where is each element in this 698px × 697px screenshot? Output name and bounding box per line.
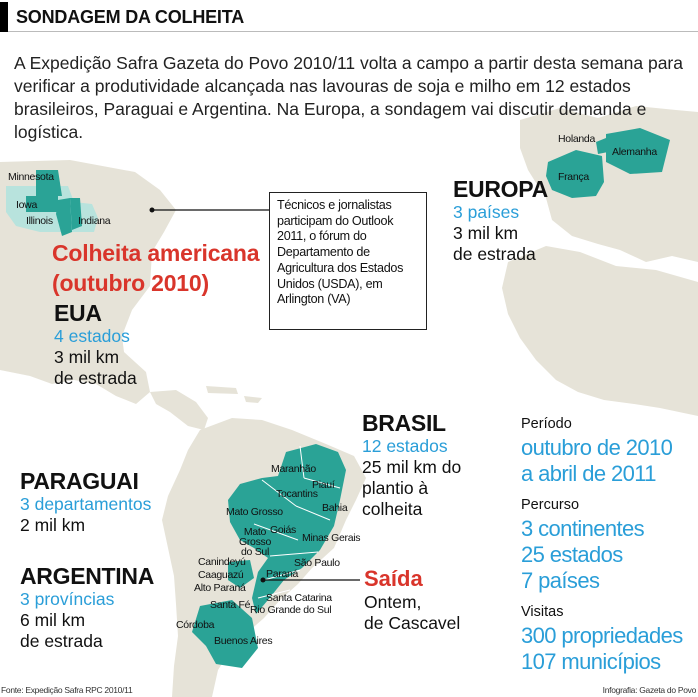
illinois-state (56, 198, 72, 236)
region-argentina-name: ARGENTINA (20, 563, 155, 589)
fact-percurso-line2: 25 estados (521, 542, 623, 567)
facts-column: Período outubro de 2010 a abril de 2011 … (521, 416, 683, 685)
map-label-parana: Paraná (266, 568, 299, 580)
map-label-holanda: Holanda (558, 133, 596, 145)
region-europa-name: EUROPA (453, 176, 548, 202)
map-label-indiana: Indiana (78, 215, 111, 227)
iowa-state (26, 196, 58, 212)
cascavel-marker (260, 577, 266, 583)
region-argentina-count: 3 províncias (20, 589, 115, 609)
map-label-buenos-aires: Buenos Aires (214, 635, 273, 647)
map-label-cordoba: Córdoba (176, 619, 215, 631)
intro-paragraph: A Expedição Safra Gazeta do Povo 2010/11… (14, 53, 683, 142)
region-argentina-distance-1: 6 mil km (20, 610, 86, 630)
page-title: SONDAGEM DA COLHEITA (16, 7, 244, 27)
saida-detail-1: Ontem, (364, 592, 422, 612)
map-label-piaui: Piauí (312, 479, 335, 491)
region-eua-distance-2: de estrada (54, 368, 137, 388)
fact-visitas: Visitas 300 propriedades 107 municípios (521, 604, 683, 675)
map-label-illinois: Illinois (26, 215, 53, 227)
region-eua-count: 4 estados (54, 326, 130, 346)
arlington-marker (149, 207, 155, 213)
map-label-franca: França (558, 171, 589, 183)
usa-harvest-line1: Colheita americana (52, 240, 260, 266)
region-paraguai-name: PARAGUAI (20, 468, 139, 494)
region-paraguai: PARAGUAI 3 departamentos 2 mil km (20, 468, 151, 536)
region-europa-distance-2: de estrada (453, 244, 536, 264)
argentina-provinces (192, 600, 258, 668)
map-label-iowa: Iowa (16, 199, 37, 211)
africa-landmass (502, 246, 698, 416)
indiana-state (70, 198, 82, 230)
region-brasil-name: BRASIL (362, 410, 446, 436)
region-argentina: ARGENTINA 3 províncias 6 mil km de estra… (20, 563, 154, 652)
fact-periodo: Período outubro de 2010 a abril de 2011 (521, 416, 683, 487)
map-label-caaguazu: Caaguazú (198, 569, 244, 581)
ms-label-line3: do Sul (241, 546, 269, 558)
saida-title: Saída (364, 566, 423, 591)
brasil-state-borders (253, 445, 341, 599)
fact-periodo-line1: outubro de 2010 (521, 435, 673, 460)
map-label-minas-gerais: Minas Gerais (302, 532, 361, 544)
region-eua-distance-1: 3 mil km (54, 347, 120, 367)
region-europa-count: 3 países (453, 202, 520, 222)
minnesota-state (36, 170, 62, 196)
map-label-santa-fe: Santa Fé (210, 599, 251, 611)
region-brasil-count: 12 estados (362, 436, 448, 456)
region-argentina-distance-2: de estrada (20, 631, 103, 651)
fact-percurso: Percurso 3 continentes 25 estados 7 país… (521, 497, 683, 594)
germany-country (606, 128, 670, 174)
fact-periodo-label: Período (521, 416, 572, 432)
region-eua-name: EUA (54, 300, 102, 326)
source-credit: Fonte: Expedição Safra RPC 2010/11 (1, 685, 133, 695)
fact-visitas-line2: 107 municípios (521, 649, 661, 674)
saida-block: Saída Ontem, de Cascavel (364, 566, 484, 634)
map-label-sao-paulo: São Paulo (294, 557, 340, 569)
map-label-mato-grosso-do-sul: Mato Grosso do Sul (236, 526, 274, 558)
map-label-alemanha: Alemanha (612, 146, 657, 158)
saida-detail-2: de Cascavel (364, 613, 461, 633)
map-label-mato-grosso: Mato Grosso (226, 506, 283, 518)
brasil-states (228, 444, 346, 614)
caribbean-islands (206, 386, 262, 403)
title-bar: SONDAGEM DA COLHEITA (0, 2, 698, 32)
fact-percurso-line1: 3 continentes (521, 516, 645, 541)
region-eua: EUA 4 estados 3 mil km de estrada (54, 300, 137, 389)
map-label-alto-parana: Alto Paraná (194, 582, 246, 594)
fact-visitas-label: Visitas (521, 604, 564, 620)
title-divider (8, 31, 698, 32)
region-brasil: BRASIL 12 estados 25 mil km do plantio à… (362, 410, 482, 520)
map-label-bahia: Bahia (322, 502, 348, 514)
region-paraguai-distance: 2 mil km (20, 515, 86, 535)
usa-harvest-line2: (outubro 2010) (52, 270, 209, 296)
map-label-tocantins: Tocantins (276, 488, 318, 500)
map-label-rio-grande-do-sul: Rio Grande do Sul (250, 604, 332, 616)
fact-visitas-line1: 300 propriedades (521, 623, 683, 648)
map-label-minnesota: Minnesota (8, 171, 54, 183)
british-isles (536, 128, 566, 158)
central-america-landmass (150, 390, 208, 430)
map-label-goias: Goiás (270, 524, 296, 536)
region-brasil-distance: 25 mil km do plantio à colheita (362, 457, 462, 519)
infographic-credit: Infografia: Gazeta do Povo (602, 685, 697, 695)
usa-harvest-highlight: Colheita americana (outubro 2010) (52, 238, 260, 298)
region-paraguai-count: 3 departamentos (20, 494, 152, 514)
ms-label-line1: Mato (243, 526, 267, 538)
region-europa: EUROPA 3 países 3 mil km de estrada (453, 176, 548, 265)
ms-label-line2: Grosso (238, 536, 272, 548)
fact-periodo-line2: a abril de 2011 (521, 461, 657, 486)
fact-percurso-line3: 7 países (521, 568, 600, 593)
map-label-santa-catarina: Santa Catarina (266, 592, 332, 604)
paraguai-departments (228, 560, 254, 588)
netherlands-country (596, 138, 608, 154)
outlook-callout: Técnicos e jornalistas participam do Out… (269, 192, 427, 330)
region-europa-distance-1: 3 mil km (453, 223, 519, 243)
map-label-canindeyu: Canindeyú (198, 556, 246, 568)
france-country (546, 150, 604, 198)
map-label-maranhao: Maranhão (271, 463, 316, 475)
title-accent-bar (0, 2, 8, 32)
fact-percurso-label: Percurso (521, 497, 580, 513)
